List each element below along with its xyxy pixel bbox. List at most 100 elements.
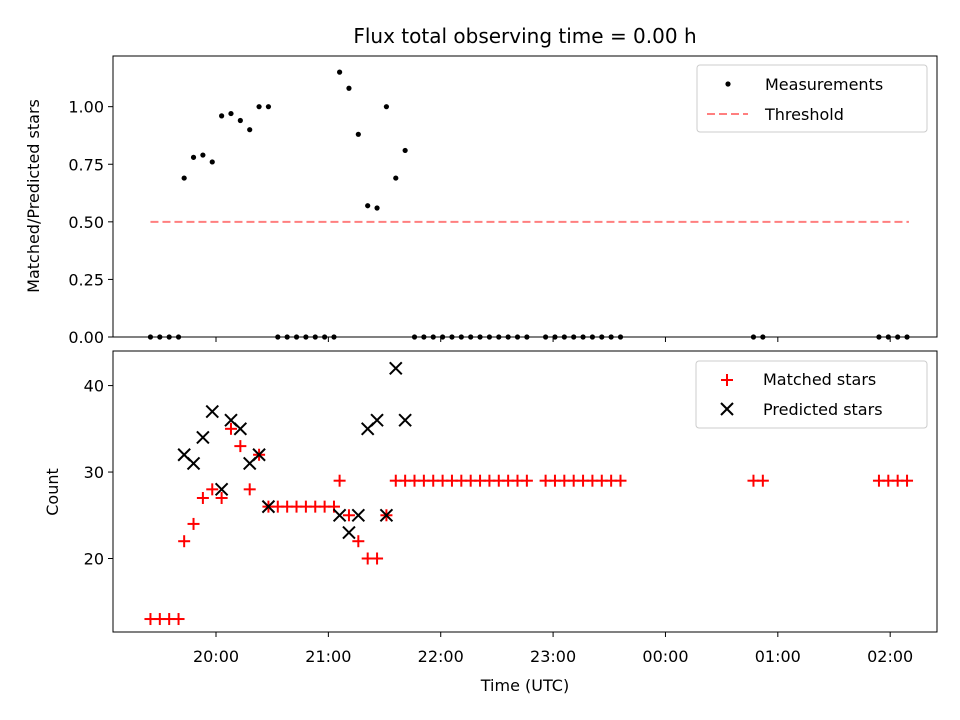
measurement-point — [760, 334, 766, 340]
matched-star-marker — [196, 491, 209, 504]
matched-star-marker — [178, 535, 191, 548]
predicted-star-marker — [205, 404, 219, 419]
measurement-point — [365, 203, 371, 209]
matched-star-marker — [520, 474, 533, 487]
measurement-point — [505, 334, 511, 340]
measurement-point — [237, 117, 243, 124]
measurement-point — [346, 85, 352, 91]
x-tick-label: 01:00 — [755, 647, 801, 666]
measurement-point — [589, 334, 596, 340]
measurement-point — [374, 205, 380, 211]
top-y-tick-label: 0.00 — [68, 328, 104, 347]
measurement-point — [876, 334, 882, 340]
top-panel: 0.00 0.25 0.50 0.75 1.00 Matched/Predicted s… — [24, 55, 938, 347]
measurement-point — [383, 104, 390, 110]
measurement-point — [514, 334, 521, 340]
measurement-point — [393, 175, 399, 181]
top-y-axis-label: Matched/Predicted stars — [24, 99, 43, 293]
predicted-star-marker — [379, 508, 394, 522]
measurement-point — [552, 334, 558, 340]
measurement-point — [312, 334, 318, 340]
matched-star-marker — [352, 535, 365, 548]
bottom-x-axis: 20:00 21:00 22:00 23:00 00:00 01:00 02:00 — [193, 632, 913, 666]
measurement-point — [430, 334, 436, 340]
matched-star-marker — [333, 474, 346, 487]
measurement-point — [524, 334, 530, 340]
predicted-star-marker — [389, 361, 403, 375]
legend-matched-marker — [721, 374, 733, 386]
top-plot-content — [147, 69, 910, 340]
measurement-point — [175, 334, 182, 340]
x-tick-label: 23:00 — [530, 647, 576, 666]
predicted-star-marker — [332, 508, 347, 522]
measurement-point — [303, 334, 309, 340]
bottom-y-axis: 20 30 40 — [84, 377, 113, 569]
legend-threshold-label: Threshold — [764, 105, 844, 124]
measurement-point — [147, 334, 154, 340]
measurement-point — [543, 334, 549, 340]
measurement-point — [580, 334, 586, 340]
measurement-point — [322, 334, 328, 340]
matched-star-marker — [901, 474, 914, 487]
matched-star-marker — [224, 422, 237, 435]
matched-star-marker — [371, 552, 384, 565]
measurement-point — [608, 334, 614, 340]
measurement-point — [486, 334, 493, 340]
bottom-panel: 20 30 40 20:00 21:00 22:00 23:00 00:00 01:00 02:… — [43, 350, 938, 695]
measurement-point — [293, 334, 300, 340]
measurement-point — [166, 334, 172, 340]
top-y-tick-label: 0.25 — [68, 270, 104, 289]
predicted-star-marker — [370, 413, 384, 427]
matched-star-marker — [215, 491, 228, 504]
measurement-point — [181, 175, 187, 181]
measurement-point — [190, 154, 197, 160]
measurement-point — [477, 334, 483, 340]
measurement-point — [284, 334, 290, 340]
measurement-point — [247, 127, 253, 133]
matched-star-marker — [172, 613, 185, 626]
x-tick-label: 21:00 — [305, 647, 351, 666]
measurement-point — [496, 334, 502, 340]
measurement-point — [355, 131, 361, 137]
measurement-point — [228, 110, 234, 117]
legend-measurements-marker — [725, 81, 731, 87]
top-y-tick-label: 0.50 — [68, 213, 104, 232]
x-tick-label: 20:00 — [193, 647, 239, 666]
measurement-point — [468, 334, 474, 340]
predicted-star-marker — [233, 422, 248, 436]
top-y-tick-label: 0.75 — [68, 155, 104, 174]
matched-star-marker — [234, 440, 247, 453]
predicted-star-marker — [398, 413, 412, 427]
chart-title: Flux total observing time = 0.00 h — [353, 24, 696, 48]
measurement-point — [750, 334, 757, 340]
legend-predicted-label: Predicted stars — [763, 400, 883, 419]
measurement-point — [885, 334, 891, 340]
top-y-tick-label: 1.00 — [68, 98, 104, 117]
measurement-point — [599, 334, 605, 340]
measurement-point — [402, 147, 408, 154]
x-axis-label: Time (UTC) — [480, 676, 569, 695]
measurement-point — [200, 152, 206, 158]
measurement-point — [617, 334, 624, 340]
measurement-point — [895, 334, 901, 340]
bottom-y-tick-label: 20 — [84, 550, 104, 569]
legend-measurements-label: Measurements — [765, 75, 883, 94]
top-x-ticks — [215, 337, 891, 342]
bottom-y-tick-label: 30 — [84, 463, 104, 482]
matched-star-marker — [187, 517, 200, 530]
bottom-plot-content — [144, 361, 914, 626]
measurement-point — [256, 104, 262, 110]
measurement-point — [571, 334, 577, 340]
x-tick-label: 00:00 — [642, 647, 688, 666]
x-tick-label: 22:00 — [418, 647, 464, 666]
measurement-point — [411, 334, 418, 340]
matched-star-marker — [342, 509, 355, 522]
matched-star-marker — [756, 474, 769, 487]
measurement-point — [265, 104, 272, 110]
bottom-y-axis-label: Count — [43, 468, 62, 516]
legend-predicted-marker — [720, 402, 734, 416]
predicted-star-marker — [214, 482, 229, 497]
x-tick-label: 02:00 — [867, 647, 913, 666]
predicted-star-marker — [351, 508, 366, 522]
bottom-y-tick-label: 40 — [84, 377, 104, 396]
